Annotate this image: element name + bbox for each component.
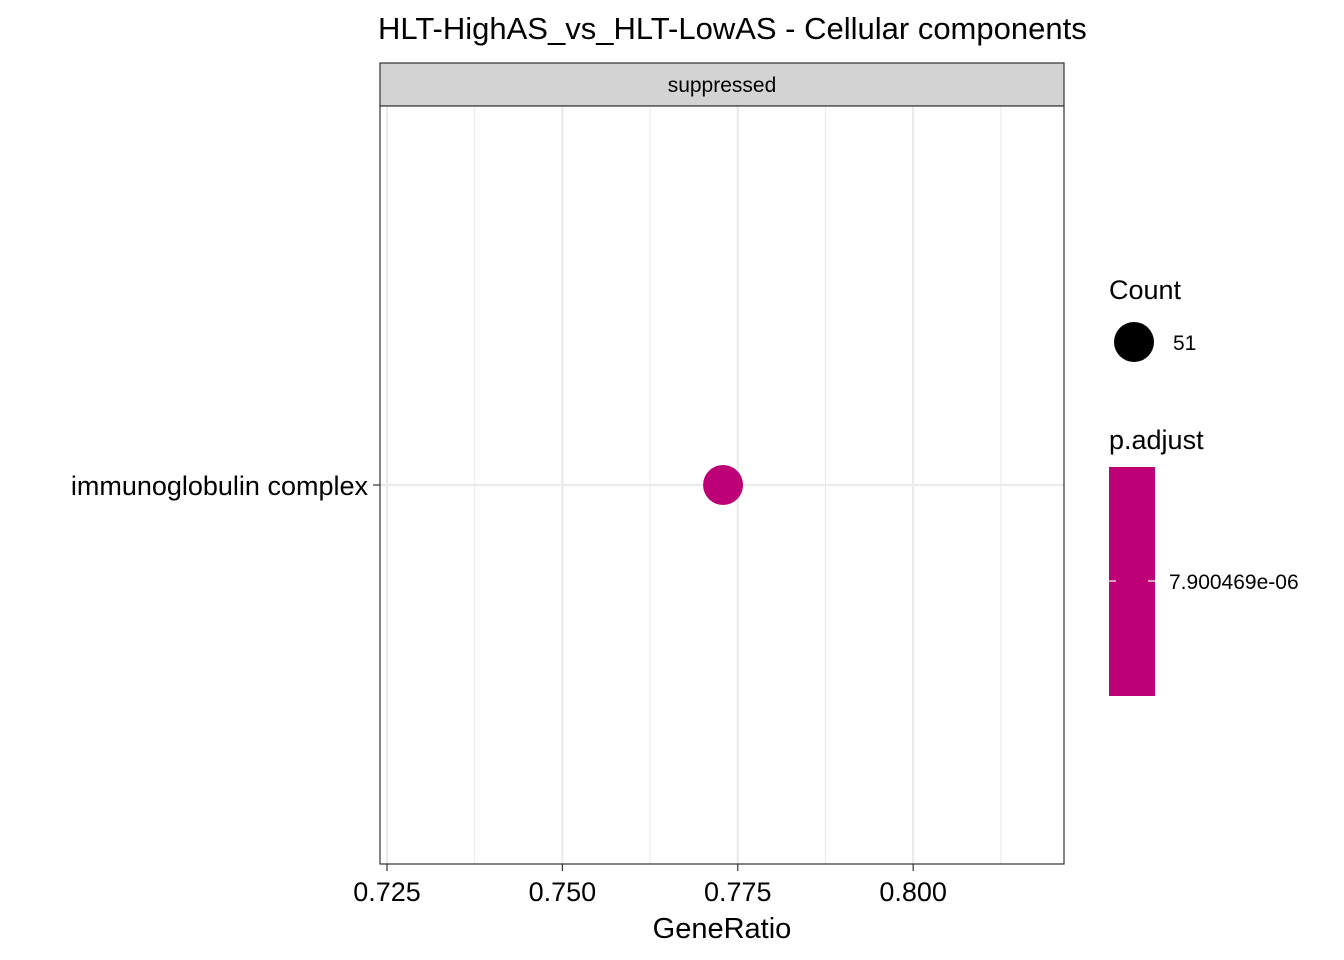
facet-strip-label: suppressed bbox=[668, 74, 777, 97]
legend-count-title: Count bbox=[1109, 275, 1182, 305]
chart-title: HLT-HighAS_vs_HLT-LowAS - Cellular compo… bbox=[378, 11, 1087, 46]
x-axis-title: GeneRatio bbox=[653, 913, 792, 945]
legend-count-key-point bbox=[1114, 322, 1154, 362]
points-layer bbox=[703, 465, 744, 505]
legend-count-value: 51 bbox=[1173, 332, 1196, 355]
y-axis: immunoglobulin complex bbox=[71, 471, 380, 501]
x-tick-label: 0.725 bbox=[353, 877, 421, 907]
x-axis: 0.725 0.750 0.775 0.800 bbox=[353, 864, 947, 907]
x-tick-label: 0.800 bbox=[879, 877, 947, 907]
x-tick-label: 0.775 bbox=[704, 877, 772, 907]
x-tick-label: 0.750 bbox=[529, 877, 597, 907]
legend-padjust-colorbar bbox=[1109, 467, 1155, 696]
y-tick-label: immunoglobulin complex bbox=[71, 471, 369, 501]
legend-padjust-title: p.adjust bbox=[1109, 425, 1204, 455]
data-point bbox=[703, 465, 744, 505]
legend-padjust-value: 7.900469e-06 bbox=[1169, 571, 1299, 594]
facet-strip bbox=[379, 62, 1065, 107]
